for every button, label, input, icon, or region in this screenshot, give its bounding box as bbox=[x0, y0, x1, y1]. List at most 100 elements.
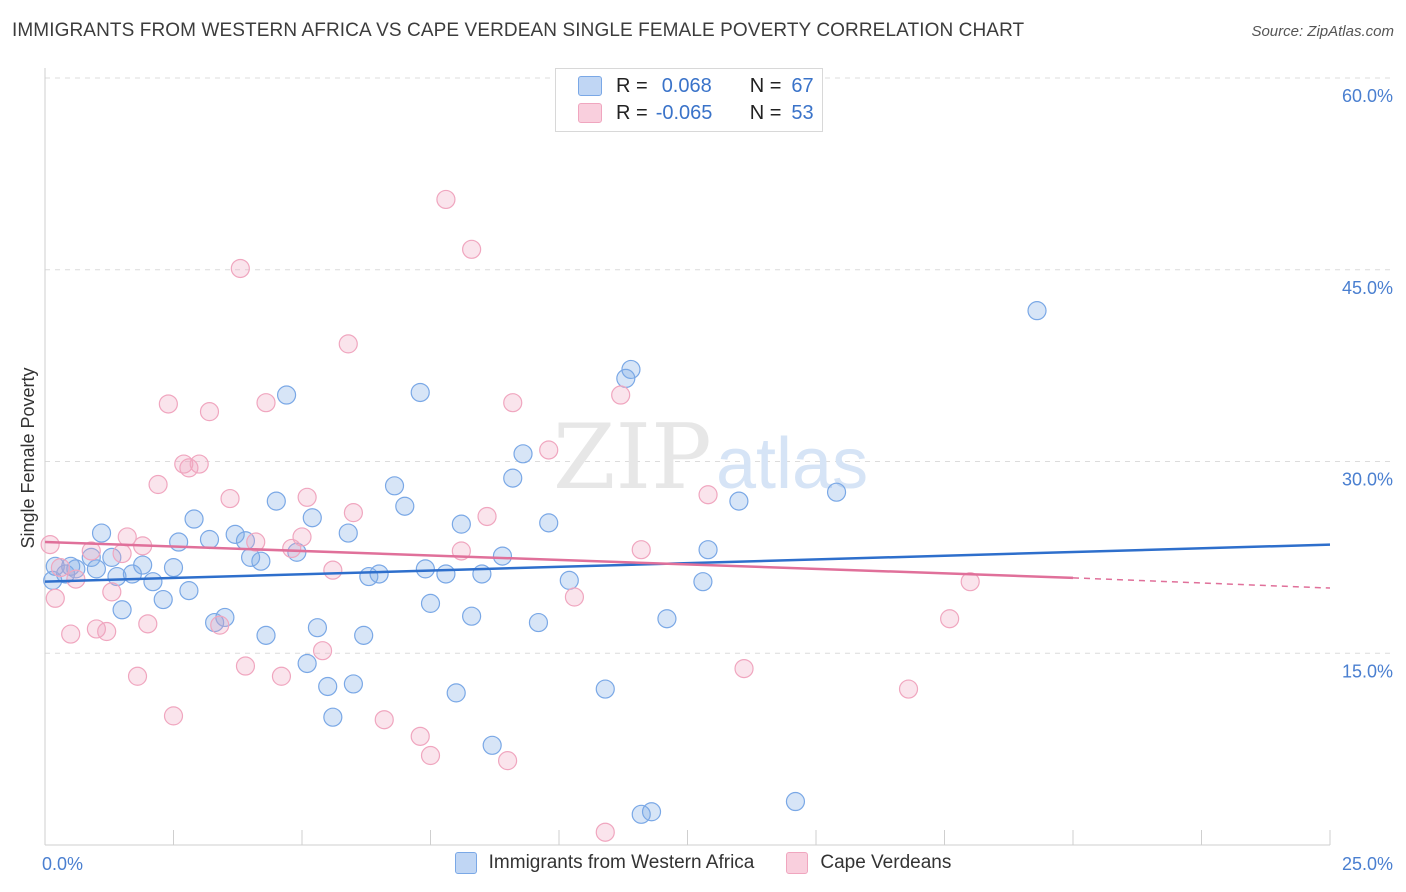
point-s1-52 bbox=[940, 609, 960, 629]
point-s1-35 bbox=[374, 710, 394, 730]
point-s1-47 bbox=[611, 385, 631, 405]
data-points bbox=[40, 189, 1047, 842]
point-s0-51 bbox=[503, 468, 523, 488]
point-s0-40 bbox=[395, 496, 415, 516]
point-s0-26 bbox=[266, 491, 286, 511]
point-s1-32 bbox=[323, 560, 343, 580]
y-axis-label: Single Female Poverty bbox=[18, 367, 38, 548]
trend-line-s0 bbox=[44, 543, 1331, 583]
point-s1-46 bbox=[595, 822, 615, 842]
point-s0-18 bbox=[199, 529, 220, 550]
point-s1-9 bbox=[112, 543, 132, 564]
y-tick-label-3: 60.0% bbox=[1342, 86, 1393, 106]
point-s1-50 bbox=[734, 658, 754, 679]
point-s0-50 bbox=[492, 546, 513, 566]
point-s1-5 bbox=[81, 541, 101, 561]
point-s0-5 bbox=[86, 559, 107, 579]
chart-title: IMMIGRANTS FROM WESTERN AFRICA VS CAPE V… bbox=[12, 20, 1025, 41]
x-tick-label-1: 25.0% bbox=[1342, 854, 1393, 874]
r-label: R = bbox=[616, 74, 648, 97]
legend-swatch-pink-icon bbox=[786, 852, 809, 874]
legend-swatch-blue-icon bbox=[454, 852, 477, 874]
point-s1-34 bbox=[343, 503, 363, 523]
point-s0-24 bbox=[251, 551, 271, 571]
point-s0-8 bbox=[107, 566, 127, 587]
point-s0-46 bbox=[451, 514, 471, 534]
point-s0-49 bbox=[482, 735, 502, 755]
point-s0-55 bbox=[559, 570, 579, 590]
point-s0-12 bbox=[143, 572, 163, 592]
r-label: R = bbox=[616, 101, 648, 124]
point-s1-25 bbox=[246, 532, 266, 552]
point-s0-67 bbox=[1027, 301, 1047, 321]
point-s0-11 bbox=[133, 555, 153, 575]
point-s1-40 bbox=[462, 239, 482, 259]
point-s1-36 bbox=[410, 726, 430, 746]
point-s0-35 bbox=[343, 674, 363, 694]
point-s1-51 bbox=[898, 679, 919, 699]
point-s1-53 bbox=[960, 572, 980, 592]
tick-labels: 15.0% 30.0% 45.0% 60.0% 0.0% 25.0% bbox=[42, 86, 1393, 874]
point-s0-16 bbox=[179, 581, 199, 601]
axes bbox=[44, 68, 1331, 846]
point-s0-17 bbox=[184, 509, 204, 529]
point-s0-38 bbox=[369, 564, 389, 584]
point-s0-21 bbox=[225, 524, 245, 544]
point-s1-49 bbox=[698, 485, 718, 505]
point-s0-53 bbox=[528, 612, 549, 633]
point-s1-27 bbox=[271, 666, 292, 686]
point-s0-19 bbox=[205, 612, 225, 633]
point-s1-19 bbox=[189, 454, 209, 474]
x-tick-label-0: 0.0% bbox=[42, 854, 83, 874]
point-s1-14 bbox=[148, 474, 168, 495]
n-value: 53 bbox=[791, 101, 814, 124]
n-label: N = bbox=[749, 74, 782, 97]
point-s1-31 bbox=[312, 641, 333, 661]
point-s0-9 bbox=[112, 600, 132, 620]
point-s1-37 bbox=[420, 745, 441, 766]
point-s0-14 bbox=[163, 558, 184, 578]
point-s1-1 bbox=[45, 588, 65, 608]
watermark-atlas: atlas bbox=[716, 424, 868, 504]
source-label: Source: ZipAtlas.com bbox=[1251, 23, 1394, 40]
point-s1-26 bbox=[256, 393, 276, 413]
y-tick-label-1: 30.0% bbox=[1342, 470, 1393, 490]
point-s0-31 bbox=[307, 618, 328, 638]
point-s1-7 bbox=[97, 621, 117, 642]
point-s1-48 bbox=[631, 540, 651, 560]
legend-label: Cape Verdeans bbox=[820, 852, 952, 873]
point-s0-44 bbox=[436, 564, 456, 584]
point-s1-21 bbox=[210, 615, 230, 635]
legend-item-cape-verdeans: Cape Verdeans bbox=[786, 852, 951, 874]
point-s0-45 bbox=[446, 683, 466, 703]
point-s1-11 bbox=[127, 666, 148, 686]
point-s0-13 bbox=[153, 589, 173, 610]
point-s1-3 bbox=[61, 624, 81, 644]
point-s1-2 bbox=[50, 558, 71, 578]
point-s0-60 bbox=[641, 802, 662, 822]
legend-label: Immigrants from Western Africa bbox=[488, 852, 755, 873]
trend-extension-s1 bbox=[1072, 577, 1331, 589]
point-s1-8 bbox=[102, 582, 122, 602]
trend-lines bbox=[44, 540, 1331, 589]
watermark: ZIP atlas bbox=[553, 405, 868, 510]
point-s0-3 bbox=[66, 559, 86, 579]
legend-item-western-africa: Immigrants from Western Africa bbox=[454, 852, 755, 874]
point-s1-43 bbox=[503, 393, 523, 413]
point-s0-43 bbox=[420, 593, 441, 613]
point-s0-61 bbox=[657, 609, 677, 629]
point-s1-0 bbox=[40, 534, 60, 555]
point-s1-15 bbox=[158, 394, 178, 414]
grid-lines bbox=[45, 77, 1392, 654]
point-s0-25 bbox=[256, 625, 276, 645]
point-s1-29 bbox=[292, 527, 312, 547]
r-value: -0.065 bbox=[655, 101, 713, 124]
point-s0-62 bbox=[693, 572, 713, 592]
point-s0-63 bbox=[698, 540, 718, 560]
point-s0-39 bbox=[384, 476, 405, 496]
point-s1-13 bbox=[138, 614, 158, 634]
swatch-blue-icon bbox=[578, 76, 602, 96]
point-s0-36 bbox=[354, 625, 374, 645]
point-s0-64 bbox=[729, 491, 749, 511]
